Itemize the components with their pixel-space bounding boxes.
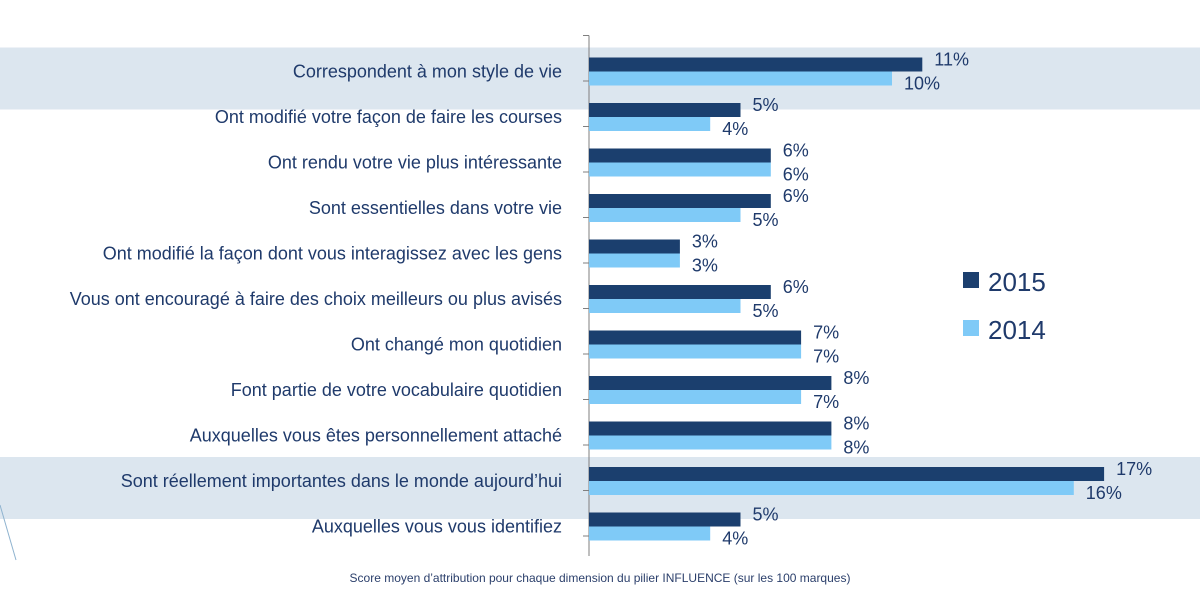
value-label-2014: 8% bbox=[843, 438, 869, 458]
category-label: Sont réellement importantes dans le mond… bbox=[121, 471, 562, 491]
legend-swatch-2014 bbox=[963, 320, 979, 336]
value-label-2015: 17% bbox=[1116, 459, 1152, 479]
bar-2015 bbox=[589, 512, 741, 527]
bar-2015 bbox=[589, 239, 680, 254]
value-label-2015: 7% bbox=[813, 323, 839, 343]
category-label: Ont rendu votre vie plus intéressante bbox=[268, 153, 562, 173]
value-label-2015: 5% bbox=[753, 95, 779, 115]
bar-2015 bbox=[589, 467, 1105, 481]
category-label: Correspondent à mon style de vie bbox=[293, 62, 562, 82]
legend-swatch-2015 bbox=[963, 272, 979, 288]
value-label-2014: 16% bbox=[1086, 483, 1122, 503]
decorative-line bbox=[0, 504, 17, 561]
bar-2015 bbox=[589, 194, 771, 208]
bar-2014 bbox=[589, 481, 1074, 495]
legend-label-2015: 2015 bbox=[988, 267, 1046, 297]
value-label-2015: 3% bbox=[692, 232, 718, 252]
value-label-2014: 4% bbox=[722, 119, 748, 139]
category-label: Ont modifié la façon dont vous interagis… bbox=[103, 244, 562, 264]
value-label-2015: 11% bbox=[934, 50, 969, 70]
value-label-2014: 5% bbox=[753, 301, 779, 321]
bar-2014 bbox=[589, 526, 711, 541]
bar-2015 bbox=[589, 376, 832, 390]
category-label: Ont modifié votre façon de faire les cou… bbox=[215, 107, 562, 127]
value-label-2014: 10% bbox=[904, 74, 940, 94]
value-label-2015: 8% bbox=[843, 414, 869, 434]
value-label-2015: 8% bbox=[843, 368, 869, 388]
value-label-2014: 5% bbox=[753, 210, 779, 230]
category-label: Font partie de votre vocabulaire quotidi… bbox=[231, 380, 562, 400]
value-label-2014: 3% bbox=[692, 256, 718, 276]
bar-2014 bbox=[589, 435, 832, 450]
value-label-2014: 6% bbox=[783, 165, 809, 185]
category-label: Auxquelles vous êtes personnellement att… bbox=[190, 426, 562, 446]
legend-label-2014: 2014 bbox=[988, 315, 1046, 345]
bar-2015 bbox=[589, 57, 923, 72]
chart-footnote: Score moyen d’attribution pour chaque di… bbox=[349, 571, 851, 585]
bar-2015 bbox=[589, 330, 802, 345]
bar-2015 bbox=[589, 421, 832, 436]
value-label-2014: 7% bbox=[813, 392, 839, 412]
value-label-2014: 7% bbox=[813, 347, 839, 367]
bar-2015 bbox=[589, 103, 741, 117]
value-label-2015: 6% bbox=[783, 141, 809, 161]
bar-2014 bbox=[589, 344, 802, 359]
category-label: Ont changé mon quotidien bbox=[351, 335, 562, 355]
value-label-2015: 6% bbox=[783, 186, 809, 206]
value-label-2015: 5% bbox=[753, 505, 779, 525]
bar-2015 bbox=[589, 285, 771, 299]
bar-2014 bbox=[589, 253, 680, 268]
category-label: Vous ont encouragé à faire des choix mei… bbox=[70, 289, 562, 309]
category-label: Auxquelles vous vous identifiez bbox=[312, 517, 562, 537]
bar-2015 bbox=[589, 148, 771, 163]
bar-2014 bbox=[589, 299, 741, 313]
bar-2014 bbox=[589, 71, 892, 86]
bar-2014 bbox=[589, 390, 802, 404]
bar-2014 bbox=[589, 208, 741, 222]
bar-2014 bbox=[589, 117, 711, 131]
value-label-2015: 6% bbox=[783, 277, 809, 297]
category-label: Sont essentielles dans votre vie bbox=[309, 198, 562, 218]
bar-2014 bbox=[589, 162, 771, 177]
value-label-2014: 4% bbox=[722, 529, 748, 549]
